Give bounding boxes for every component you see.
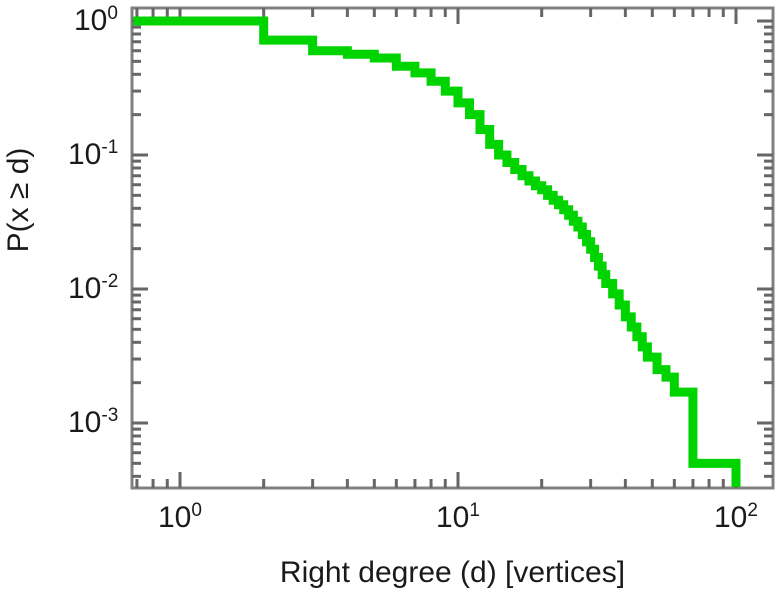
- data-series-layer: [133, 16, 741, 487]
- y-tick-label-1e-2: 10-2: [68, 271, 119, 305]
- axis-ticks: [132, 8, 773, 488]
- x-tick-label-1: 100: [158, 500, 202, 534]
- x-tick-label-10: 101: [436, 500, 480, 534]
- y-tick-label-1e0: 100: [74, 3, 118, 37]
- y-tick-label-1e-1: 10-1: [68, 137, 119, 171]
- x-axis-label: Right degree (d) [vertices]: [279, 556, 626, 589]
- y-tick-label-1e-3: 10-3: [68, 405, 119, 439]
- x-tick-label-100: 102: [714, 500, 758, 534]
- y-axis-label: P(x ≥ d): [2, 147, 35, 253]
